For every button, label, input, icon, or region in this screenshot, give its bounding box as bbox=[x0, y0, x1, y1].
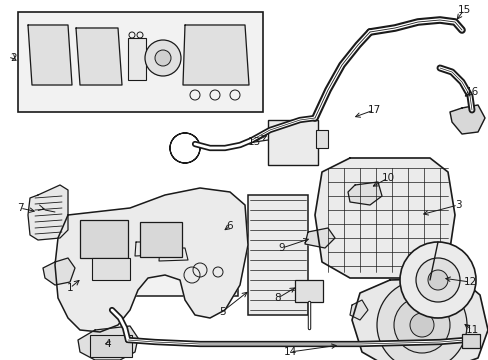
Circle shape bbox=[393, 297, 449, 353]
Text: 3: 3 bbox=[454, 200, 460, 210]
Polygon shape bbox=[28, 25, 72, 85]
Text: 8: 8 bbox=[274, 293, 281, 303]
Circle shape bbox=[415, 258, 459, 302]
Text: 16: 16 bbox=[465, 87, 478, 97]
Polygon shape bbox=[159, 248, 187, 261]
Bar bbox=[140, 222, 182, 257]
Polygon shape bbox=[183, 25, 248, 85]
Polygon shape bbox=[76, 28, 122, 85]
Polygon shape bbox=[347, 182, 381, 205]
Polygon shape bbox=[55, 188, 247, 332]
Text: 6: 6 bbox=[226, 221, 233, 231]
Polygon shape bbox=[135, 242, 157, 256]
Circle shape bbox=[155, 50, 171, 66]
Polygon shape bbox=[43, 258, 75, 285]
Bar bbox=[128, 228, 238, 296]
Text: 9: 9 bbox=[278, 243, 285, 253]
Circle shape bbox=[427, 270, 447, 290]
Text: 15: 15 bbox=[456, 5, 469, 15]
Polygon shape bbox=[78, 326, 138, 360]
Polygon shape bbox=[314, 158, 454, 278]
Text: 10: 10 bbox=[381, 173, 394, 183]
Circle shape bbox=[376, 280, 466, 360]
Bar bbox=[128, 38, 146, 80]
Polygon shape bbox=[351, 278, 487, 360]
Text: 7: 7 bbox=[17, 203, 23, 213]
Bar bbox=[315, 130, 327, 148]
Text: 5: 5 bbox=[218, 307, 225, 317]
Text: 2: 2 bbox=[11, 53, 17, 63]
Circle shape bbox=[399, 242, 475, 318]
Bar bbox=[461, 334, 479, 348]
Circle shape bbox=[409, 313, 433, 337]
Text: 12: 12 bbox=[463, 277, 476, 287]
Text: 14: 14 bbox=[283, 347, 296, 357]
Text: 1: 1 bbox=[66, 283, 73, 293]
Bar bbox=[18, 12, 263, 112]
Text: 11: 11 bbox=[465, 325, 478, 335]
Bar bbox=[90, 335, 132, 357]
Polygon shape bbox=[305, 228, 334, 248]
Polygon shape bbox=[28, 185, 68, 240]
Polygon shape bbox=[449, 105, 484, 134]
Polygon shape bbox=[349, 300, 367, 320]
Bar bbox=[267, 120, 317, 165]
Text: 17: 17 bbox=[366, 105, 380, 115]
Text: 4: 4 bbox=[104, 339, 111, 349]
Bar bbox=[80, 220, 128, 258]
Bar bbox=[247, 195, 307, 315]
Bar bbox=[294, 280, 323, 302]
Circle shape bbox=[145, 40, 181, 76]
Bar bbox=[92, 258, 130, 280]
Text: 13: 13 bbox=[247, 137, 260, 147]
